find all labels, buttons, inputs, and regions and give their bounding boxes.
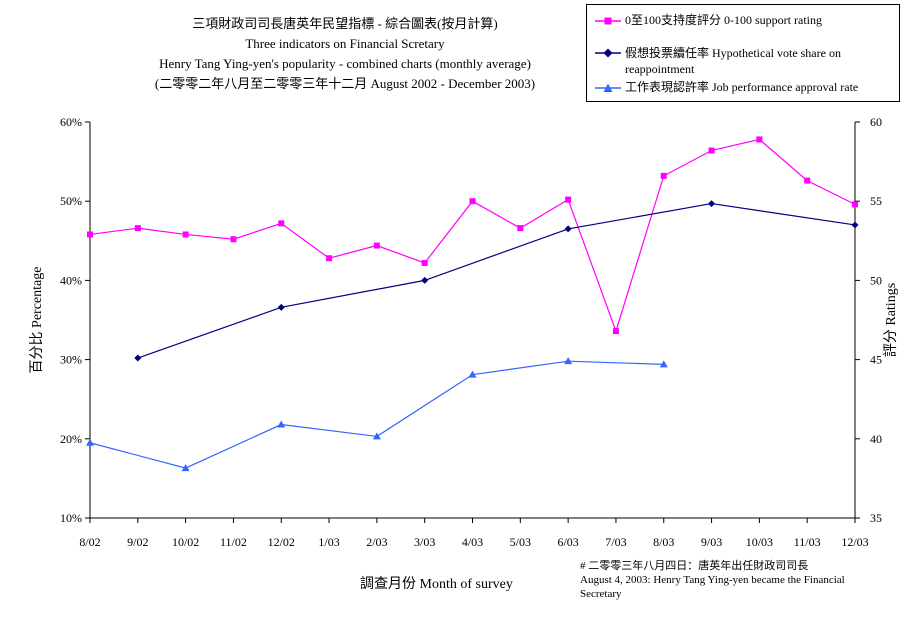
data-point-triangle: [277, 420, 286, 428]
legend-label-vote-share: 假想投票續任率 Hypothetical vote share on reapp…: [625, 46, 841, 76]
x-tick-label: 11/02: [220, 535, 247, 549]
y-axis-right-label: 評分 Ratings: [884, 282, 899, 358]
legend-item-support-rating: 0至100支持度評分 0-100 support rating: [595, 11, 822, 28]
y-left-tick-label: 40%: [60, 273, 82, 287]
title-line-4: (二零零二年八月至二零零三年十二月 August 2002 - December…: [154, 76, 536, 91]
y-right-tick-label: 40: [870, 432, 882, 446]
data-point-square: [230, 236, 237, 243]
y-right-tick-label: 45: [870, 353, 882, 367]
title-line-1: 三項財政司司長唐英年民望指標 - 綜合圖表(按月計算): [192, 16, 498, 31]
data-point-triangle: [659, 360, 668, 368]
legend-label-support-rating: 0至100支持度評分 0-100 support rating: [625, 13, 822, 27]
data-point-square: [612, 328, 619, 335]
x-tick-label: 12/03: [841, 535, 868, 549]
legend-swatch-square-icon: [595, 17, 621, 25]
y-right-tick-label: 35: [870, 511, 882, 525]
data-point-square: [565, 196, 572, 203]
y-axis-left-label: 百分比 Percentage: [30, 266, 45, 374]
data-point-square: [87, 231, 93, 238]
legend-label-job-approval: 工作表現認許率 Job performance approval rate: [625, 80, 859, 94]
title-line-3: Henry Tang Ying-yen's popularity - combi…: [159, 56, 531, 71]
chart-legend: 0至100支持度評分 0-100 support rating 假想投票續任率 …: [586, 4, 900, 102]
data-point-square: [756, 136, 763, 143]
x-tick-label: 10/02: [172, 535, 199, 549]
data-point-triangle: [86, 438, 94, 446]
data-point-diamond: [421, 276, 429, 284]
x-tick-label: 6/03: [557, 535, 578, 549]
y-right-tick-label: 60: [870, 115, 882, 129]
y-right-tick-label: 50: [870, 273, 882, 287]
y-left-tick-label: 50%: [60, 194, 82, 208]
data-point-diamond: [277, 303, 285, 311]
x-tick-label: 4/03: [462, 535, 483, 549]
legend-swatch-triangle-icon: [595, 83, 621, 93]
x-tick-label: 3/03: [414, 535, 435, 549]
x-tick-label: 10/03: [746, 535, 773, 549]
series-line-1: [137, 202, 856, 359]
x-tick-label: 11/03: [794, 535, 821, 549]
data-point-diamond: [134, 354, 142, 362]
x-tick-label: 9/03: [701, 535, 722, 549]
footnote-line-2: August 4, 2003: Henry Tang Ying-yen beca…: [580, 574, 845, 586]
series-line-2: [89, 360, 664, 469]
data-point-diamond: [564, 225, 572, 233]
data-point-square: [517, 225, 524, 232]
legend-swatch-diamond-icon: [595, 48, 621, 58]
footnote-line-1: # 二零零三年八月四日：唐英年出任財政司司長: [580, 560, 809, 572]
data-point-square: [278, 220, 285, 227]
footnote: # 二零零三年八月四日：唐英年出任財政司司長 August 4, 2003: H…: [580, 559, 880, 601]
series-lines: [89, 138, 856, 469]
data-point-square: [660, 172, 667, 179]
data-point-square: [708, 147, 715, 154]
axes: [85, 121, 860, 523]
x-tick-label: 9/02: [127, 535, 148, 549]
data-point-square: [804, 177, 811, 184]
y-right-tick-label: 55: [870, 194, 882, 208]
x-axis-label: 調查月份 Month of survey: [360, 577, 513, 592]
title-line-2: Three indicators on Financial Scretary: [245, 36, 445, 51]
data-point-square: [326, 255, 333, 262]
y-left-tick-label: 20%: [60, 432, 82, 446]
data-point-square: [373, 242, 380, 249]
data-point-square: [852, 201, 858, 208]
legend-item-vote-share: 假想投票續任率 Hypothetical vote share on reapp…: [595, 45, 887, 77]
data-point-square: [134, 225, 141, 232]
data-point-square: [182, 231, 189, 238]
legend-item-job-approval: 工作表現認許率 Job performance approval rate: [595, 78, 858, 95]
data-point-square: [469, 198, 476, 205]
data-point-triangle: [372, 432, 381, 440]
y-left-tick-label: 30%: [60, 353, 82, 367]
series-line-0: [89, 138, 856, 333]
x-tick-label: 1/03: [318, 535, 339, 549]
x-tick-label: 8/03: [653, 535, 674, 549]
x-tick-label: 12/02: [268, 535, 295, 549]
data-point-diamond: [851, 221, 859, 229]
data-point-triangle: [181, 464, 190, 472]
x-tick-label: 5/03: [510, 535, 531, 549]
data-point-triangle: [564, 357, 573, 365]
y-left-tick-label: 10%: [60, 511, 82, 525]
x-tick-label: 2/03: [366, 535, 387, 549]
x-tick-label: 7/03: [605, 535, 626, 549]
chart-title: 三項財政司司長唐英年民望指標 - 綜合圖表(按月計算) Three indica…: [100, 14, 590, 94]
footnote-line-3: Secretary: [580, 588, 622, 600]
x-tick-label: 8/02: [79, 535, 100, 549]
y-left-tick-label: 60%: [60, 115, 82, 129]
series-markers: [86, 136, 859, 472]
tick-labels: 10% 20% 30% 40% 50% 60% 35 40 45 50 55 60 8/02 9/02 10…: [60, 115, 882, 549]
data-point-square: [421, 259, 428, 266]
data-point-diamond: [708, 200, 716, 208]
data-point-triangle: [468, 370, 477, 378]
